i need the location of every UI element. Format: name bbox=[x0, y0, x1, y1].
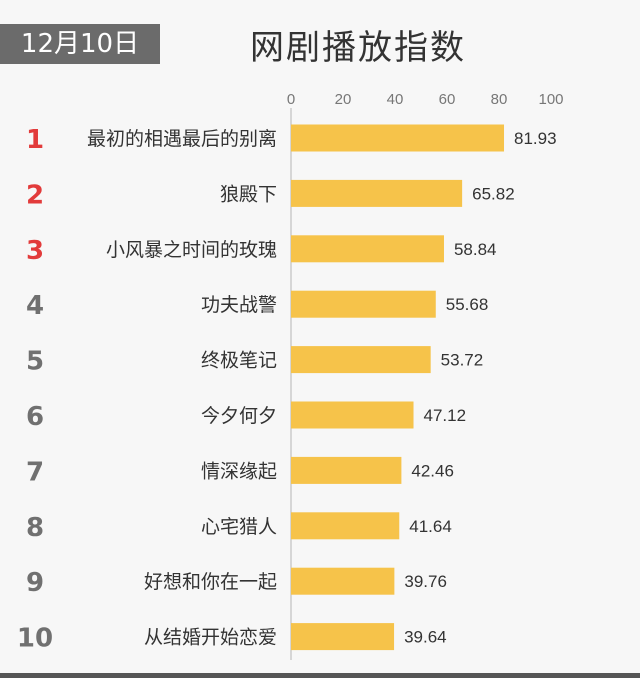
value-label: 39.64 bbox=[404, 628, 447, 647]
rank-number: 10 bbox=[17, 624, 53, 654]
value-label: 65.82 bbox=[472, 184, 515, 203]
bar bbox=[291, 346, 431, 374]
rank-number: 8 bbox=[26, 513, 44, 543]
x-tick-label: 100 bbox=[538, 91, 563, 108]
x-tick-label: 20 bbox=[335, 91, 352, 108]
rank-number: 6 bbox=[26, 402, 44, 432]
rank-number: 4 bbox=[26, 291, 44, 321]
x-tick-label: 0 bbox=[287, 91, 295, 108]
bar bbox=[291, 290, 436, 318]
x-tick-label: 40 bbox=[387, 91, 404, 108]
value-label: 53.72 bbox=[441, 351, 484, 370]
bar bbox=[291, 401, 414, 429]
bar bbox=[291, 512, 400, 540]
chart-title: 网剧播放指数 bbox=[250, 28, 466, 68]
rank-number: 2 bbox=[26, 180, 44, 210]
category-label: 好想和你在一起 bbox=[144, 571, 277, 593]
value-label: 58.84 bbox=[454, 240, 497, 259]
value-label: 55.68 bbox=[446, 295, 489, 314]
category-label: 最初的相遇最后的别离 bbox=[87, 128, 277, 150]
category-label: 功夫战警 bbox=[201, 294, 277, 316]
rank-number: 3 bbox=[26, 236, 44, 266]
value-label: 39.76 bbox=[404, 572, 447, 591]
rank-number: 5 bbox=[26, 347, 44, 377]
bar bbox=[291, 456, 402, 484]
rank-number: 9 bbox=[26, 568, 44, 598]
bar bbox=[291, 623, 395, 651]
category-label: 小风暴之时间的玫瑰 bbox=[106, 239, 277, 261]
bottom-divider bbox=[0, 673, 640, 678]
bar bbox=[291, 567, 395, 595]
category-label: 从结婚开始恋爱 bbox=[144, 627, 277, 649]
value-label: 47.12 bbox=[424, 406, 467, 425]
x-tick-label: 80 bbox=[491, 91, 508, 108]
date-badge: 12月10日 bbox=[0, 24, 160, 64]
x-tick-label: 60 bbox=[439, 91, 456, 108]
rank-number: 1 bbox=[26, 125, 44, 155]
category-label: 今夕何夕 bbox=[201, 405, 277, 427]
value-label: 81.93 bbox=[514, 129, 557, 148]
bar bbox=[291, 235, 444, 263]
bar bbox=[291, 124, 505, 152]
category-label: 情深缘起 bbox=[201, 460, 277, 482]
rank-number: 7 bbox=[26, 457, 44, 487]
value-label: 42.46 bbox=[411, 461, 454, 480]
category-label: 心宅猎人 bbox=[201, 516, 277, 538]
category-label: 终极笔记 bbox=[201, 350, 277, 372]
value-label: 41.64 bbox=[409, 517, 452, 536]
bar bbox=[291, 179, 463, 207]
category-label: 狼殿下 bbox=[220, 183, 277, 205]
